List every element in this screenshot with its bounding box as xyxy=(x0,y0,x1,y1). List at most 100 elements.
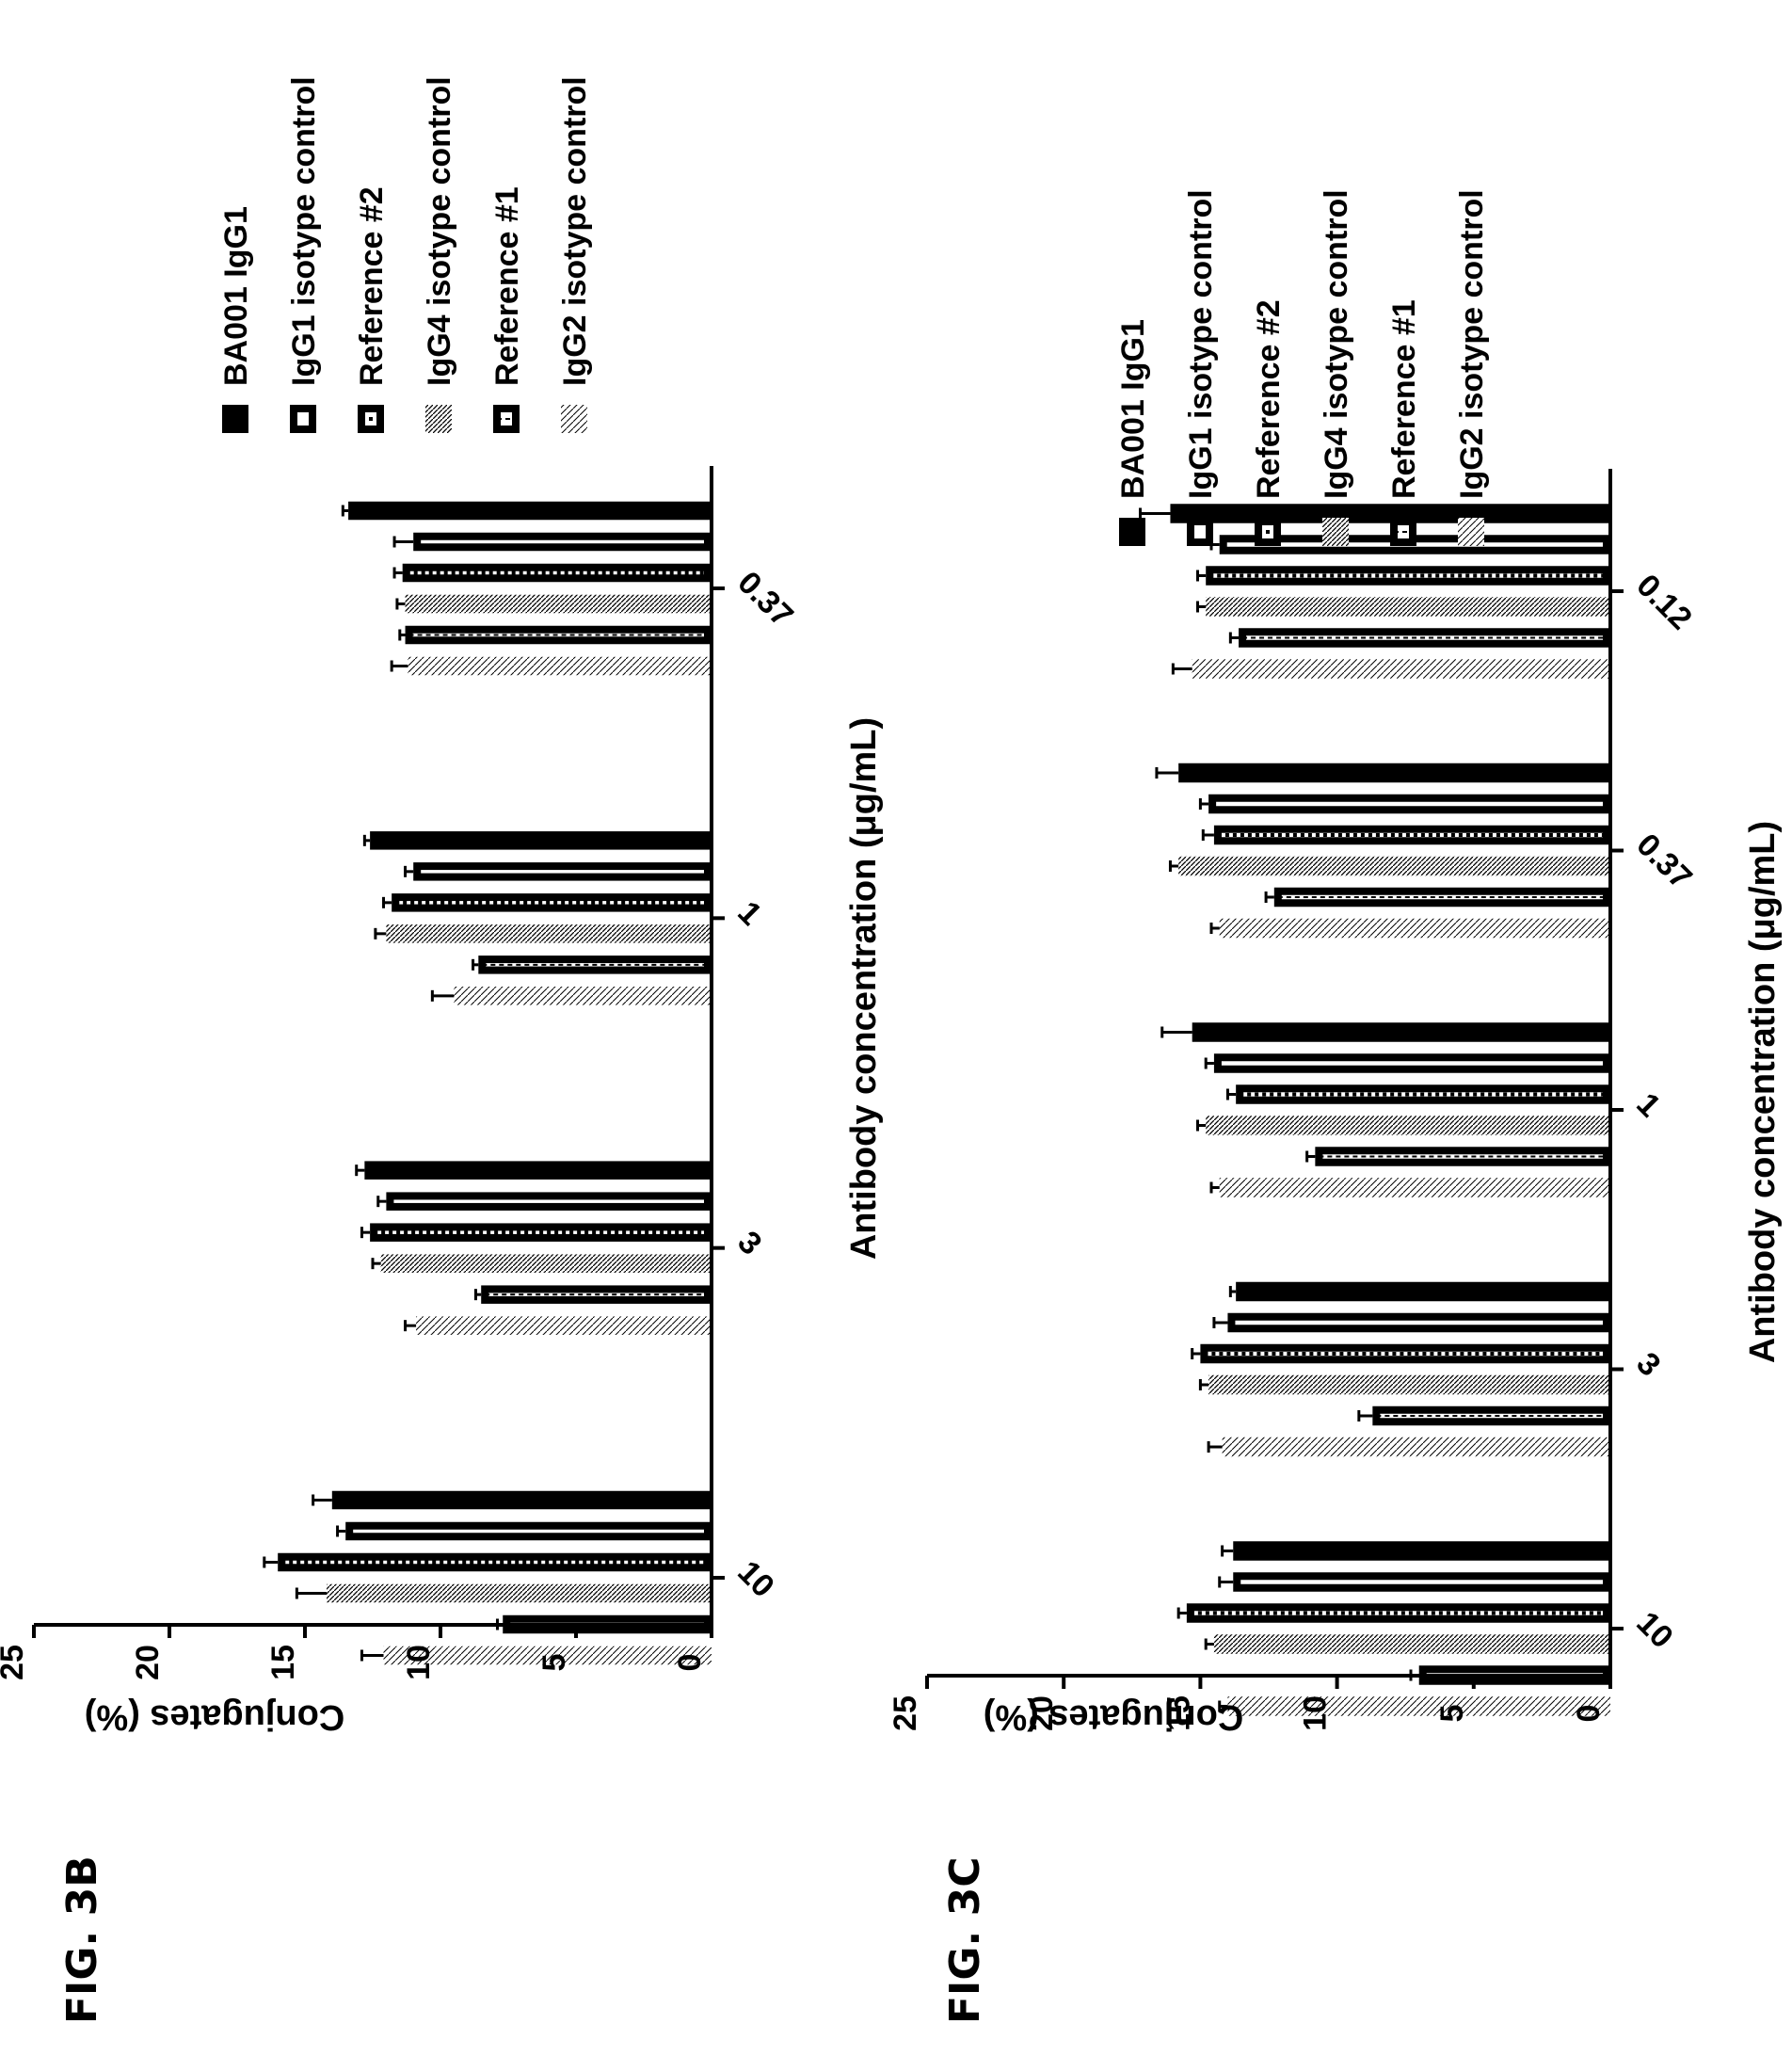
legend-label-3b-0: BA001 IgG1 xyxy=(218,206,254,386)
bar-3c-s5-c1 xyxy=(1222,1437,1610,1457)
legend-item-3b-5: IgG2 isotype control xyxy=(557,76,593,433)
bar-3c-s0-c0 xyxy=(1233,1541,1610,1561)
bars-fig-3b xyxy=(263,501,712,1665)
x-axis-title-fig-3c: Antibody concentration (μg/mL) xyxy=(1743,821,1783,1363)
legend-item-3c-4: Reference #1 xyxy=(1386,299,1422,546)
bar-3b-s0-c2 xyxy=(370,831,712,850)
category-tick-label-3b-3: 0.37 xyxy=(730,565,800,634)
legend-label-3b-2: Reference #2 xyxy=(354,186,390,386)
bar-3c-s1-c1 xyxy=(1227,1312,1610,1333)
bar-3b-s2-c3 xyxy=(402,563,712,583)
legend-item-3c-3: IgG4 isotype control xyxy=(1319,189,1354,546)
legend-label-3c-4: Reference #1 xyxy=(1386,299,1422,499)
legend-label-3c-0: BA001 IgG1 xyxy=(1115,319,1151,499)
bar-3b-s3-c2 xyxy=(386,924,712,943)
bar-3b-s4-c1 xyxy=(481,1285,712,1304)
bar-3c-s5-c3 xyxy=(1219,918,1610,939)
legend-item-3c-0: BA001 IgG1 xyxy=(1115,319,1151,546)
y-axis-title-fig-3b: Conjugates (%) xyxy=(85,1697,345,1737)
legend-label-3b-4: Reference #1 xyxy=(489,186,525,386)
bar-3b-s1-c1 xyxy=(386,1192,712,1211)
bar-3c-s2-c1 xyxy=(1200,1343,1611,1364)
legend-label-3c-2: Reference #2 xyxy=(1251,299,1287,499)
bar-3c-s4-c1 xyxy=(1372,1405,1611,1426)
fig-3c-label: FIG. 3C xyxy=(941,1857,989,2024)
legend-label-3b-5: IgG2 isotype control xyxy=(557,76,593,386)
y-axis-title-fig-3c: Conjugates (%) xyxy=(984,1697,1244,1737)
bar-3b-s0-c0 xyxy=(331,1490,712,1510)
bar-3c-s5-c2 xyxy=(1219,1178,1610,1197)
value-tick-label-3c-3: 15 xyxy=(1160,1695,1196,1731)
category-tick-label-3b-1: 3 xyxy=(730,1224,768,1261)
bar-3b-s3-c0 xyxy=(327,1583,712,1603)
bar-3c-s3-c3 xyxy=(1178,856,1610,876)
legend-item-3b-2: Reference #2 xyxy=(354,186,390,433)
category-tick-label-3c-4: 0.12 xyxy=(1629,568,1699,637)
bar-3b-s0-c3 xyxy=(348,501,712,521)
legend-label-3b-1: IgG1 isotype control xyxy=(286,76,322,386)
bar-3b-s2-c0 xyxy=(278,1552,712,1572)
bar-3c-s4-c4 xyxy=(1239,628,1611,648)
value-tick-label-3c-5: 25 xyxy=(888,1695,923,1731)
bar-3c-s2-c0 xyxy=(1186,1603,1610,1623)
bar-3c-s4-c2 xyxy=(1315,1147,1611,1166)
legend-label-3c-5: IgG2 isotype control xyxy=(1454,189,1490,499)
bar-3c-s1-c3 xyxy=(1208,794,1611,814)
bar-3c-s3-c4 xyxy=(1206,597,1610,617)
legend-item-3c-5: IgG2 isotype control xyxy=(1454,189,1490,546)
value-tick-label-3c-1: 5 xyxy=(1434,1705,1470,1723)
legend-fig-3b: BA001 IgG1 IgG1 isotype control Reference … xyxy=(218,76,593,433)
value-tick-label-3b-5: 25 xyxy=(0,1645,30,1680)
bar-3b-s1-c2 xyxy=(413,862,712,881)
value-tick-label-3b-2: 10 xyxy=(401,1645,437,1680)
bar-3b-s1-c3 xyxy=(413,532,712,552)
value-tick-label-3b-0: 0 xyxy=(672,1654,708,1672)
bar-3c-s5-c0 xyxy=(1227,1696,1610,1716)
bar-3c-s0-c2 xyxy=(1192,1022,1610,1042)
bar-3c-s2-c3 xyxy=(1213,825,1611,845)
bar-3c-s4-c3 xyxy=(1273,887,1610,908)
bar-3b-s3-c3 xyxy=(405,594,712,614)
bar-3c-s2-c2 xyxy=(1236,1084,1610,1104)
bar-3c-s3-c1 xyxy=(1208,1374,1610,1395)
value-tick-label-3b-3: 15 xyxy=(265,1645,301,1680)
bar-3c-s0-c3 xyxy=(1178,763,1610,783)
legend-item-3b-0: BA001 IgG1 xyxy=(218,206,254,433)
legend-item-3c-2: Reference #2 xyxy=(1251,299,1287,546)
legend-item-3b-1: IgG1 isotype control xyxy=(286,76,322,433)
bar-3c-s2-c4 xyxy=(1206,566,1610,586)
value-tick-label-3b-4: 20 xyxy=(130,1645,166,1680)
category-tick-label-3b-0: 10 xyxy=(730,1554,781,1605)
x-axis-title-fig-3b: Antibody concentration (μg/mL) xyxy=(844,717,884,1260)
category-tick-label-3c-2: 1 xyxy=(1629,1086,1667,1124)
bar-3b-s2-c2 xyxy=(392,893,712,912)
bar-3c-s0-c1 xyxy=(1236,1281,1610,1302)
category-tick-label-3c-3: 0.37 xyxy=(1629,827,1699,896)
bar-3c-s3-c0 xyxy=(1213,1634,1610,1654)
legend-label-3c-1: IgG1 isotype control xyxy=(1183,189,1219,499)
category-tick-label-3c-1: 3 xyxy=(1629,1345,1667,1383)
bar-3b-s4-c2 xyxy=(478,956,712,974)
bar-3b-s0-c1 xyxy=(364,1161,712,1180)
chart-fig-3c: 0 5 10 15 20 25 10 3 1 0.37 0.12 Antibody concentr… xyxy=(888,189,1783,1737)
category-tick-label-3c-0: 10 xyxy=(1629,1605,1680,1656)
value-tick-label-3c-4: 20 xyxy=(1024,1695,1060,1731)
legend-fig-3c: BA001 IgG1 IgG1 isotype control Reference … xyxy=(1115,189,1490,546)
bar-3c-s1-c2 xyxy=(1213,1053,1611,1073)
bar-3b-s4-c3 xyxy=(405,625,712,645)
legend-label-3c-3: IgG4 isotype control xyxy=(1319,189,1354,499)
chart-fig-3b: 0 5 10 15 20 25 10 3 1 0.37 Antibody concentratio… xyxy=(0,76,884,1737)
bar-3b-s5-c2 xyxy=(454,987,712,1005)
legend-item-3b-4: Reference #1 xyxy=(489,186,525,433)
bar-3b-s3-c1 xyxy=(380,1254,712,1273)
value-tick-label-3b-1: 5 xyxy=(536,1654,572,1672)
legend-item-3b-3: IgG4 isotype control xyxy=(422,76,457,433)
bar-3b-s1-c0 xyxy=(345,1521,712,1541)
bars-fig-3c xyxy=(1139,504,1611,1716)
bar-3b-s2-c1 xyxy=(370,1223,712,1242)
legend-item-3c-1: IgG1 isotype control xyxy=(1183,189,1219,546)
bar-3b-s5-c1 xyxy=(416,1316,712,1335)
bar-3b-s5-c0 xyxy=(383,1646,712,1665)
fig-3b-label: FIG. 3B xyxy=(58,1855,106,2024)
